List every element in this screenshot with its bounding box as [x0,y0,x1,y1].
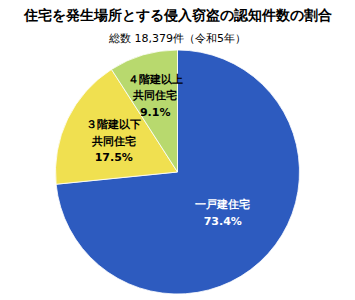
pie: 一戸建住宅 73.4% ３階建以下共同住宅 17.5% ４階建以上共同住宅 9.1% [56,50,300,294]
subtitle: 総数 18,379件（令和5年） [108,32,246,45]
slice-label: ４階建以上共同住宅 9.1% [128,73,183,119]
slice-label: 一戸建住宅 73.4% [195,198,250,228]
title: 住宅を発生場所とする侵入窃盗の認知件数の割合 [23,7,332,23]
value-label: 73.4% [204,215,242,228]
category-label: ３階建以下共同住宅 [86,118,141,148]
value-label: 9.1% [140,106,171,119]
value-label: 17.5% [95,151,133,164]
pie-slice [56,50,299,294]
data-labels: 一戸建住宅 73.4% ３階建以下共同住宅 17.5% ４階建以上共同住宅 9.1% [86,73,250,228]
category-label: ４階建以上共同住宅 [128,73,183,103]
category-label: 一戸建住宅 [195,198,250,211]
slice-label: ３階建以下共同住宅 17.5% [86,118,141,164]
chart: 住宅を発生場所とする侵入窃盗の認知件数の割合総数 18,379件（令和5年） 一戸… [0,0,355,300]
